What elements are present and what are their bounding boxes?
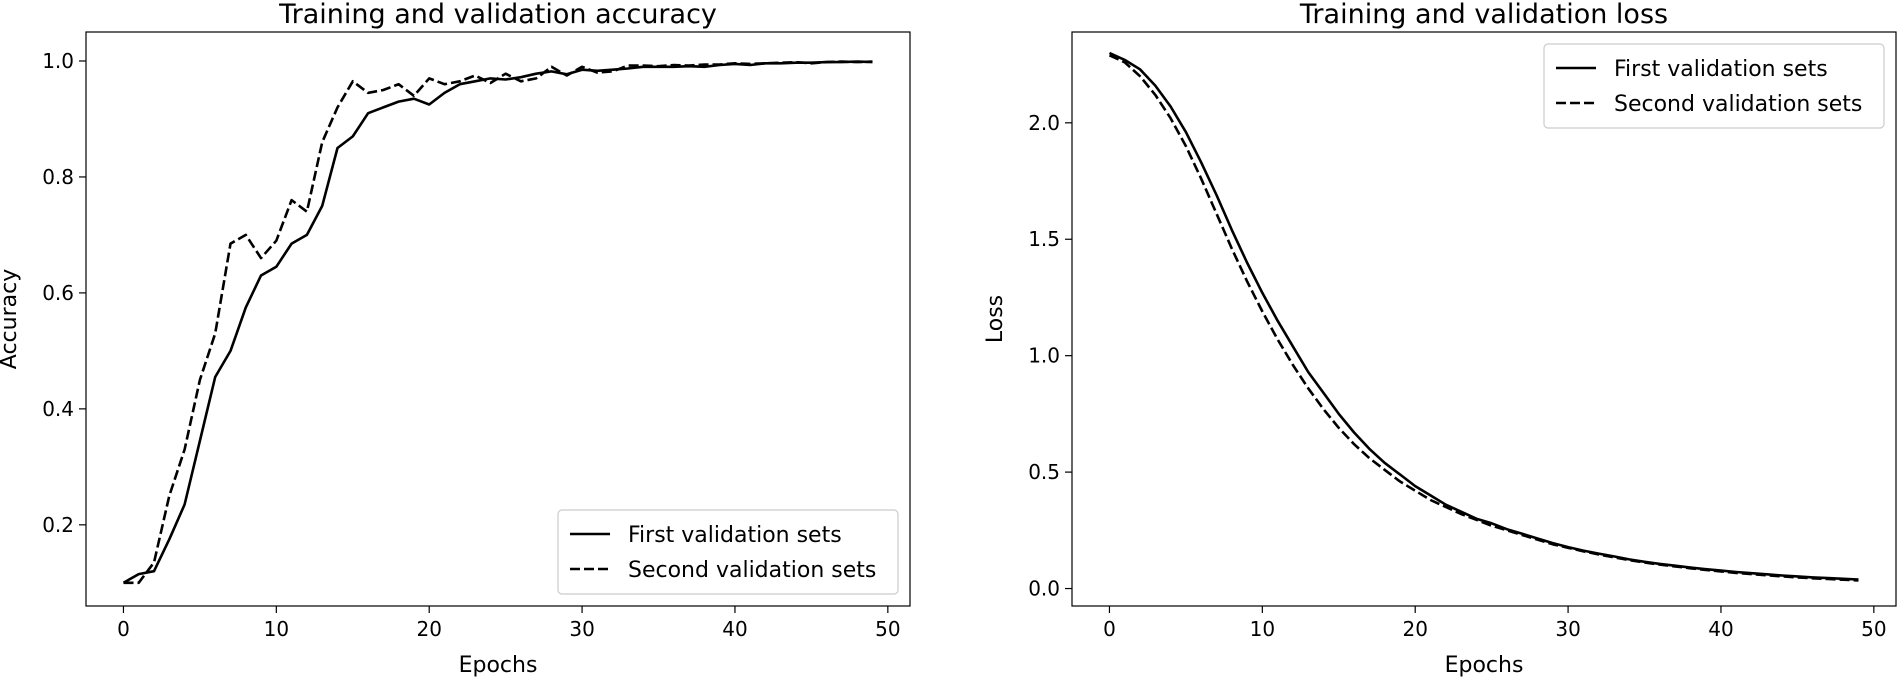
x-tick-label: 10 [264, 617, 289, 641]
y-tick-label: 1.0 [42, 49, 74, 73]
y-tick-label: 1.5 [1028, 227, 1060, 251]
y-tick-label: 0.4 [42, 397, 74, 421]
x-tick-label: 40 [1708, 617, 1733, 641]
x-tick-label: 30 [1555, 617, 1580, 641]
x-axis-label-loss: Epochs [1445, 653, 1524, 678]
chart-accuracy: Training and validation accuracy 0 10 20 30 4… [0, 0, 911, 678]
plot-frame-accuracy [85, 31, 911, 607]
series-line-first-accuracy [122, 60, 873, 584]
plot-frame-loss [1071, 31, 1897, 607]
x-tick-label: 0 [117, 617, 130, 641]
x-tick-label: 20 [1402, 617, 1427, 641]
chart-loss: Training and validation loss 0 10 20 30 40 50 0… [983, 0, 1897, 678]
x-axis-label-accuracy: Epochs [459, 653, 538, 678]
legend-label: First validation sets [628, 523, 842, 548]
x-tick-label: 50 [1861, 617, 1886, 641]
x-tick-label: 10 [1250, 617, 1275, 641]
legend-box [1543, 43, 1885, 129]
y-tick-label: 1.0 [1028, 344, 1060, 368]
legend-box [557, 509, 899, 595]
y-tick-label: 0.2 [42, 513, 74, 537]
y-tick-label: 2.0 [1028, 111, 1060, 135]
x-tick-label: 0 [1103, 617, 1116, 641]
chart-title-accuracy: Training and validation accuracy [278, 0, 717, 30]
legend-label: Second validation sets [628, 558, 876, 583]
legend-label: First validation sets [1614, 57, 1828, 82]
legend-loss: First validation sets Second validation s… [1543, 43, 1885, 129]
legend-label: Second validation sets [1614, 92, 1862, 117]
y-tick-label: 0.6 [42, 281, 74, 305]
chart-title-loss: Training and validation loss [1299, 0, 1668, 30]
x-tick-label: 40 [722, 617, 747, 641]
series-line-second-loss [1108, 54, 1859, 582]
y-tick-label: 0.0 [1028, 577, 1060, 601]
x-tick-label: 30 [569, 617, 594, 641]
y-axis-label-accuracy: Accuracy [0, 269, 22, 369]
y-tick-label: 0.5 [1028, 460, 1060, 484]
series-line-first-loss [1108, 51, 1859, 581]
x-tick-label: 20 [416, 617, 441, 641]
series-line-second-accuracy [123, 60, 873, 585]
x-tick-label: 50 [875, 617, 900, 641]
legend-accuracy: First validation sets Second validation s… [557, 509, 899, 595]
y-axis-label-loss: Loss [983, 295, 1008, 343]
y-tick-label: 0.8 [42, 165, 74, 189]
